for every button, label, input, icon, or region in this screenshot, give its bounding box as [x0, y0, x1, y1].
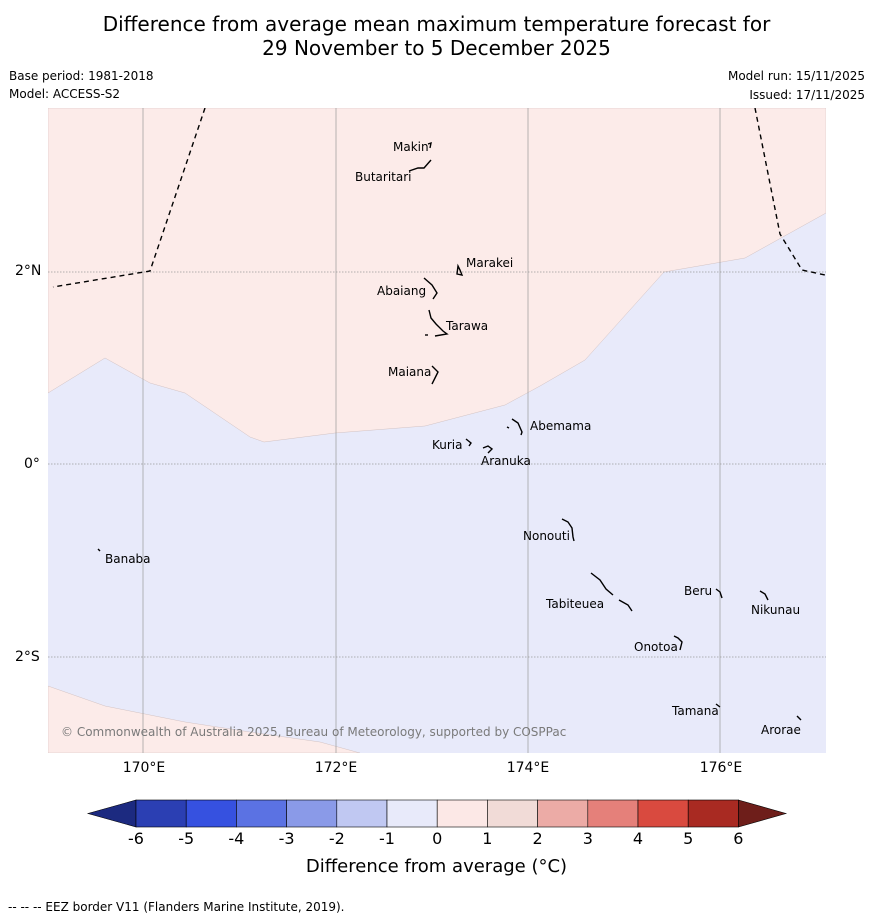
colorbar-segment: [135, 799, 187, 828]
place-label: Onotoa: [634, 640, 678, 654]
colorbar-tick-label: -5: [178, 829, 195, 848]
colorbar-tick-label: 6: [733, 829, 744, 848]
warm-anomaly-region-south: [48, 685, 361, 753]
colorbar-extend-low: [86, 799, 137, 828]
map-area: Makin Butaritari Marakei Abaiang Tarawa …: [48, 108, 826, 753]
colorbar-tick-label: 0: [432, 829, 443, 848]
warm-anomaly-region-north: [48, 108, 826, 443]
colorbar-segment: [185, 799, 237, 828]
colorbar-segment: [436, 799, 488, 828]
model-name: Model: ACCESS-S2: [9, 87, 121, 101]
place-label: Tabiteuea: [545, 597, 604, 611]
title-line-2: 29 November to 5 December 2025: [262, 36, 611, 60]
lat-label-0: 0°: [24, 456, 40, 472]
lon-label-176e: 176°E: [699, 760, 743, 776]
place-label: Banaba: [105, 552, 151, 566]
place-label: Nikunau: [751, 603, 800, 617]
place-label: Kuria: [432, 438, 463, 452]
lat-label-2n: 2°N: [15, 263, 42, 279]
model-run: Model run: 15/11/2025: [727, 69, 865, 83]
eez-footnote: -- -- -- EEZ border V11 (Flanders Marine…: [8, 900, 345, 914]
colorbar-tick-label: 1: [482, 829, 493, 848]
colorbar-tick-label: -3: [278, 829, 295, 848]
place-label: Makin: [393, 140, 429, 154]
lon-label-172e: 172°E: [314, 760, 358, 776]
title-line-1: Difference from average mean maximum tem…: [102, 12, 771, 36]
copyright-notice: © Commonwealth of Australia 2025, Bureau…: [61, 725, 566, 739]
colorbar-tick-label: -6: [128, 829, 144, 848]
base-period: Base period: 1981-2018: [9, 69, 154, 83]
colorbar-tick-label: 5: [683, 829, 694, 848]
colorbar-tick-label: 2: [532, 829, 543, 848]
colorbar-segment: [687, 799, 739, 828]
colorbar-segment: [286, 799, 338, 828]
island-labels: Makin Butaritari Marakei Abaiang Tarawa …: [105, 140, 801, 737]
lat-label-2s: 2°S: [15, 649, 40, 665]
eez-border: [52, 108, 826, 288]
colorbar-segment: [587, 799, 639, 828]
gridlines: [48, 108, 826, 753]
colorbar-segment: [236, 799, 287, 828]
colorbar-tick-label: -4: [228, 829, 245, 848]
colorbar-tick-label: 3: [582, 829, 593, 848]
colorbar-tick-label: -1: [379, 829, 395, 848]
colorbar: [86, 799, 788, 828]
place-label: Tarawa: [445, 319, 488, 333]
colorbar-tick-label: -2: [328, 829, 345, 848]
colorbar-segment: [537, 799, 589, 828]
place-label: Nonouti: [523, 529, 570, 543]
place-label: Arorae: [761, 723, 801, 737]
place-label: Abaiang: [377, 284, 426, 298]
issued-date: Issued: 17/11/2025: [749, 88, 865, 102]
map-title: Difference from average mean maximum tem…: [0, 12, 873, 60]
place-label: Butaritari: [355, 170, 412, 184]
colorbar-tick-label: 4: [632, 829, 644, 848]
colorbar-extend-high: [738, 799, 788, 828]
lon-label-170e: 170°E: [122, 760, 166, 776]
colorbar-segment: [336, 799, 388, 828]
place-label: Maiana: [388, 365, 431, 379]
colorbar-segment: [637, 799, 689, 828]
place-label: Tamana: [671, 704, 719, 718]
place-label: Beru: [684, 584, 712, 598]
place-label: Aranuka: [481, 454, 531, 468]
place-label: Marakei: [466, 256, 513, 270]
colorbar-segment: [487, 799, 538, 828]
colorbar-title: Difference from average (°C): [305, 856, 568, 877]
place-label: Abemama: [530, 419, 591, 433]
colorbar-segment: [386, 799, 438, 828]
lon-label-174e: 174°E: [506, 760, 550, 776]
island-outlines: [97, 141, 802, 721]
